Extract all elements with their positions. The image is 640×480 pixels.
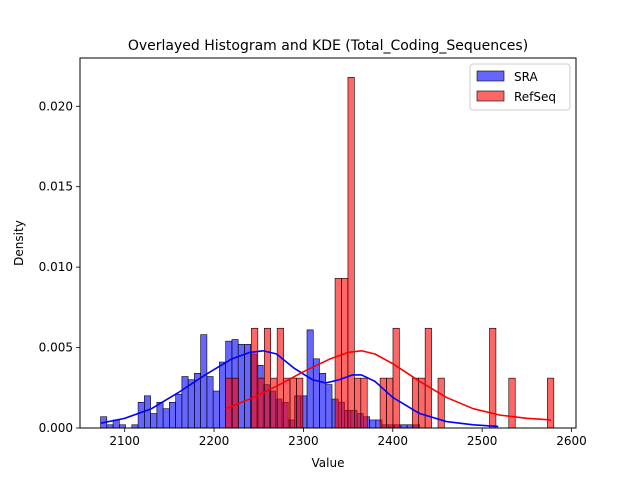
y-tick-label: 0.000	[39, 421, 73, 435]
refseq-bar	[257, 377, 265, 429]
refseq-bar	[379, 377, 387, 429]
chart-title: Overlayed Histogram and KDE (Total_Codin…	[128, 38, 528, 54]
refseq-bar	[360, 377, 368, 429]
sra-bar	[219, 361, 226, 429]
refseq-bar	[418, 377, 426, 429]
sra-bar	[150, 413, 158, 429]
sra-bar	[187, 379, 195, 429]
refseq-bar	[386, 377, 394, 429]
refseq-bar	[231, 377, 239, 429]
refseq-bars	[225, 77, 555, 429]
x-tick-label: 2400	[378, 434, 409, 448]
x-tick-label: 2100	[109, 434, 140, 448]
refseq-bar	[225, 377, 233, 429]
y-tick-label: 0.015	[39, 180, 73, 194]
plot-frame	[79, 57, 577, 429]
refseq-bar	[296, 377, 304, 429]
x-axis-label: Value	[312, 456, 345, 470]
refseq-legend-swatch	[476, 90, 505, 102]
sra-bar	[312, 358, 320, 429]
refseq-bar	[411, 377, 420, 429]
refseq-bar	[392, 327, 400, 429]
sra-legend-swatch	[476, 70, 505, 82]
refseq-bar	[508, 377, 516, 429]
refseq-legend-label: RefSeq	[514, 90, 556, 104]
sra-bar	[244, 344, 251, 429]
refseq-bar	[276, 327, 284, 429]
refseq-bar	[251, 327, 259, 429]
sra-bar	[206, 376, 214, 429]
sra-bar	[181, 376, 189, 429]
x-tick-label: 2200	[199, 434, 230, 448]
x-tick-label: 2300	[288, 434, 319, 448]
refseq-kde-line	[225, 349, 552, 421]
y-tick-label: 0.020	[39, 99, 73, 113]
y-axis-label: Density	[12, 220, 26, 266]
y-tick-label: 0.005	[39, 341, 73, 355]
sra-kde-line	[100, 349, 499, 428]
x-axis-ticks: 2100 2200 2300 2400 2500 2600	[109, 428, 587, 448]
sra-bar	[212, 390, 220, 429]
sra-bar	[325, 384, 333, 429]
x-tick-label: 2600	[556, 434, 587, 448]
refseq-bar	[283, 377, 291, 429]
sra-bar	[175, 393, 183, 429]
sra-bar	[144, 395, 151, 429]
sra-bar	[200, 334, 208, 429]
sra-bar	[137, 401, 145, 429]
y-axis-ticks: 0.000 0.005 0.010 0.015 0.020	[39, 99, 80, 435]
refseq-bar	[334, 278, 342, 429]
legend: SRA RefSeq	[469, 63, 571, 111]
refseq-bar	[289, 377, 297, 429]
kde-lines	[100, 349, 552, 428]
refseq-bar	[354, 377, 362, 429]
refseq-bar	[263, 327, 272, 429]
sra-bar	[369, 419, 377, 429]
sra-bar	[169, 401, 176, 429]
refseq-bar	[424, 327, 432, 429]
x-tick-label: 2500	[467, 434, 498, 448]
sra-legend-label: SRA	[514, 70, 538, 84]
sra-bar	[162, 408, 170, 429]
y-tick-label: 0.010	[39, 260, 73, 274]
sra-bar	[156, 401, 164, 429]
